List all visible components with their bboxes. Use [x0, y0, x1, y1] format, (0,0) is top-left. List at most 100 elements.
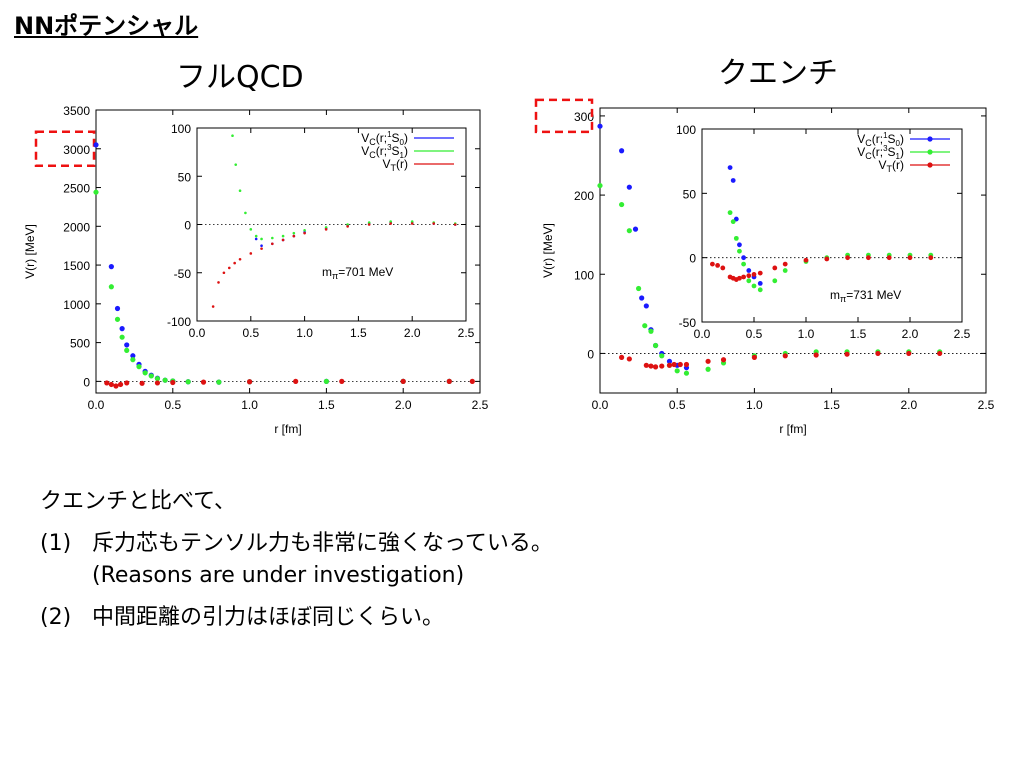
full-qcd-inset-tensor-point	[410, 222, 414, 225]
full-qcd-inset-tensor-point	[260, 247, 263, 250]
quenched-inset-x-tick-label: 1.5	[850, 327, 867, 341]
note-item-1-sub: (Reasons are under investigation)	[92, 563, 465, 588]
quenched-inset-triplet-point	[733, 235, 739, 241]
quenched-inset-triplet-point	[741, 261, 746, 267]
full-qcd-main-tensor-point	[293, 378, 299, 384]
quenched-main-triplet-point	[597, 182, 603, 189]
full-qcd-main-x-tick-label: 1.5	[318, 398, 335, 412]
full-qcd-inset-x-tick-label: 0.5	[242, 326, 259, 340]
quenched-x-axis-label: r [fm]	[779, 422, 806, 436]
quenched-inset-tensor-point	[803, 257, 809, 263]
full-qcd-inset-tensor-point	[432, 222, 436, 225]
full-qcd-main-x-tick-label: 0.0	[88, 398, 105, 412]
quenched-main-y-tick-label: 200	[574, 189, 594, 203]
quenched-main-tensor-point	[782, 353, 788, 359]
full-qcd-main-tensor-point	[108, 381, 114, 388]
quenched-inset-annotation: mπ=731 MeV	[830, 288, 901, 304]
full-qcd-chart: 0.0 0.5 1.0 1.5 2.0 2.50500100015002000250030…	[23, 104, 489, 436]
quenched-main-tensor-point	[659, 363, 665, 369]
quenched-inset-y-tick-label: -50	[679, 316, 697, 330]
quenched-main-tensor-point	[751, 354, 757, 360]
full-qcd-main-tensor-point	[124, 380, 130, 386]
full-qcd-main-x-tick-label: 2.5	[472, 398, 489, 412]
full-qcd-main-triplet-point	[136, 364, 142, 370]
full-qcd-inset-tensor-point	[211, 305, 215, 308]
quenched-main-triplet-point	[659, 353, 665, 359]
full-qcd-main-tensor-point	[154, 380, 161, 386]
full-qcd-inset-triplet-point	[234, 163, 238, 166]
quenched-inset-tensor-point	[741, 274, 746, 280]
quenched-inset-tensor-point	[710, 261, 715, 267]
quenched-inset-singlet-point	[746, 268, 752, 273]
quenched-inset-tensor-point	[845, 255, 850, 261]
full-qcd-inset-y-tick-label: -50	[174, 267, 192, 281]
full-qcd-inset-tensor-point	[303, 231, 306, 235]
quenched-inset-x-tick-label: 2.5	[954, 327, 971, 341]
quenched-main-x-tick-label: 1.5	[823, 398, 840, 412]
quenched-main-tensor-point	[937, 350, 943, 357]
note-item-1: (1) 斥力芯もテンソル力も非常に強くなっている。	[40, 528, 553, 560]
quenched-main-singlet-point	[626, 184, 632, 190]
full-qcd-inset-x-tick-label: 2.0	[404, 326, 421, 340]
quenched-inset-frame	[701, 128, 963, 323]
full-qcd-main-y-tick-label: 2000	[63, 220, 90, 234]
quenched-inset-tensor-point	[746, 273, 752, 279]
full-qcd-inset-triplet-point	[249, 228, 253, 231]
quenched-main-singlet-point	[666, 358, 673, 364]
full-qcd-main-x-tick-label: 1.0	[241, 398, 258, 412]
quenched-inset-tensor-point	[715, 262, 720, 268]
full-qcd-main-tensor-point	[400, 378, 406, 384]
full-qcd-inset-triplet-point	[303, 228, 306, 232]
quenched-main-y-tick-label: 0	[587, 347, 594, 361]
note-item-1-text: 斥力芯もテンソル力も非常に強くなっている。	[92, 531, 553, 556]
quenched-main-x-tick-label: 1.0	[746, 398, 763, 412]
quenched-main-x-tick-label: 0.5	[669, 398, 686, 412]
full-qcd-inset-triplet-point	[231, 134, 234, 138]
full-qcd-highlight-box	[34, 130, 96, 168]
quenched-inset-tensor-point	[751, 271, 757, 277]
quenched-inset-tensor-point	[772, 265, 778, 271]
quenched-main-triplet-point	[619, 201, 625, 208]
full-qcd-main-singlet-point	[124, 342, 130, 348]
full-qcd-main-tensor-point	[200, 379, 207, 385]
full-qcd-main-triplet-point	[124, 347, 130, 353]
full-qcd-inset-triplet-point	[324, 226, 328, 229]
full-qcd-main-triplet-point	[216, 379, 222, 385]
full-qcd-inset-tensor-point	[222, 271, 226, 275]
quenched-legend-dot	[927, 149, 933, 155]
quenched-main-triplet-point	[648, 328, 654, 334]
full-qcd-main-triplet-point	[108, 284, 114, 290]
full-qcd-inset-tensor-point	[281, 238, 285, 242]
quenched-inset-tensor-point	[907, 255, 913, 261]
quenched-legend-dot	[927, 136, 933, 142]
quenched-legend-label: VT(r)	[878, 158, 904, 174]
quenched-legend-label: VC(r;3S1)	[857, 144, 904, 161]
full-qcd-inset-singlet-point	[254, 237, 258, 241]
quenched-main-x-tick-label: 0.0	[592, 398, 609, 412]
full-qcd-legend-label: VT(r)	[382, 157, 408, 173]
quenched-main-triplet-point	[626, 228, 632, 234]
full-qcd-main-y-tick-label: 1500	[63, 259, 90, 273]
full-qcd-main-singlet-point	[108, 264, 114, 270]
note-item-2-number: (2)	[40, 605, 72, 630]
full-qcd-heading: フルQCD	[176, 60, 304, 95]
quenched-inset-tensor-point	[720, 265, 726, 271]
quenched-main-singlet-point	[632, 226, 639, 232]
full-qcd-inset-triplet-point	[367, 221, 371, 224]
quenched-inset-tensor-point	[782, 261, 788, 267]
quenched-main-triplet-point	[652, 342, 659, 349]
quenched-main-singlet-point	[639, 295, 645, 301]
full-qcd-main-triplet-point	[185, 379, 191, 385]
full-qcd-y-axis-label: V(r) [MeV]	[23, 224, 37, 279]
quenched-chart: 0.0 0.5 1.0 1.5 2.0 2.5 0 100 200 300 r [fm] V(r) […	[534, 98, 995, 436]
quenched-inset-triplet-point	[737, 248, 742, 254]
full-qcd-inset-triplet-point	[292, 231, 296, 235]
quenched-main-y-tick-label: 100	[574, 268, 594, 282]
quenched-heading: クエンチ	[718, 56, 838, 91]
full-qcd-inset-tensor-point	[292, 234, 296, 238]
full-qcd-main-tensor-point	[170, 379, 176, 386]
full-qcd-inset-tensor-point	[324, 228, 328, 231]
full-qcd-inset-triplet-point	[254, 234, 258, 238]
full-qcd-main-y-tick-label: 1000	[63, 298, 90, 312]
quenched-inset-singlet-point	[757, 281, 763, 286]
